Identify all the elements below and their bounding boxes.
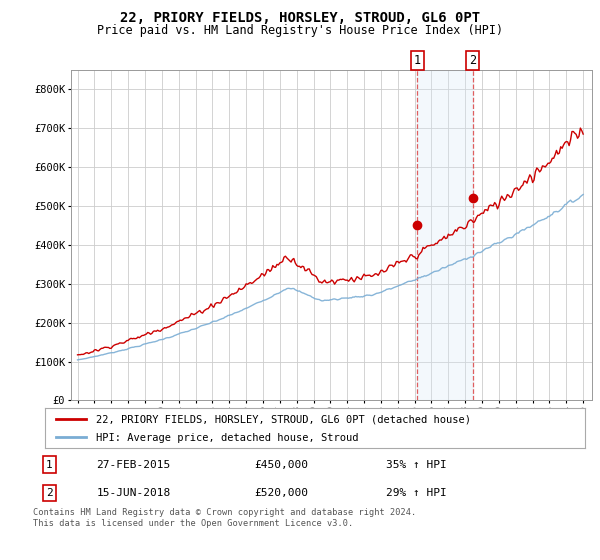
Text: Contains HM Land Registry data © Crown copyright and database right 2024.: Contains HM Land Registry data © Crown c…: [33, 508, 416, 517]
Text: 35% ↑ HPI: 35% ↑ HPI: [386, 460, 447, 469]
Text: Price paid vs. HM Land Registry's House Price Index (HPI): Price paid vs. HM Land Registry's House …: [97, 24, 503, 37]
Text: 2: 2: [469, 54, 476, 67]
Text: £520,000: £520,000: [254, 488, 308, 498]
Text: 1: 1: [46, 460, 53, 469]
Text: 1: 1: [413, 54, 421, 67]
Bar: [417, 70, 473, 400]
Text: 22, PRIORY FIELDS, HORSLEY, STROUD, GL6 0PT (detached house): 22, PRIORY FIELDS, HORSLEY, STROUD, GL6 …: [96, 415, 472, 425]
Text: 27-FEB-2015: 27-FEB-2015: [97, 460, 171, 469]
Text: 29% ↑ HPI: 29% ↑ HPI: [386, 488, 447, 498]
Text: 22, PRIORY FIELDS, HORSLEY, STROUD, GL6 0PT: 22, PRIORY FIELDS, HORSLEY, STROUD, GL6 …: [120, 11, 480, 25]
Text: £450,000: £450,000: [254, 460, 308, 469]
Text: HPI: Average price, detached house, Stroud: HPI: Average price, detached house, Stro…: [96, 433, 359, 444]
Text: 15-JUN-2018: 15-JUN-2018: [97, 488, 171, 498]
Text: 2: 2: [46, 488, 53, 498]
Text: This data is licensed under the Open Government Licence v3.0.: This data is licensed under the Open Gov…: [33, 519, 353, 528]
